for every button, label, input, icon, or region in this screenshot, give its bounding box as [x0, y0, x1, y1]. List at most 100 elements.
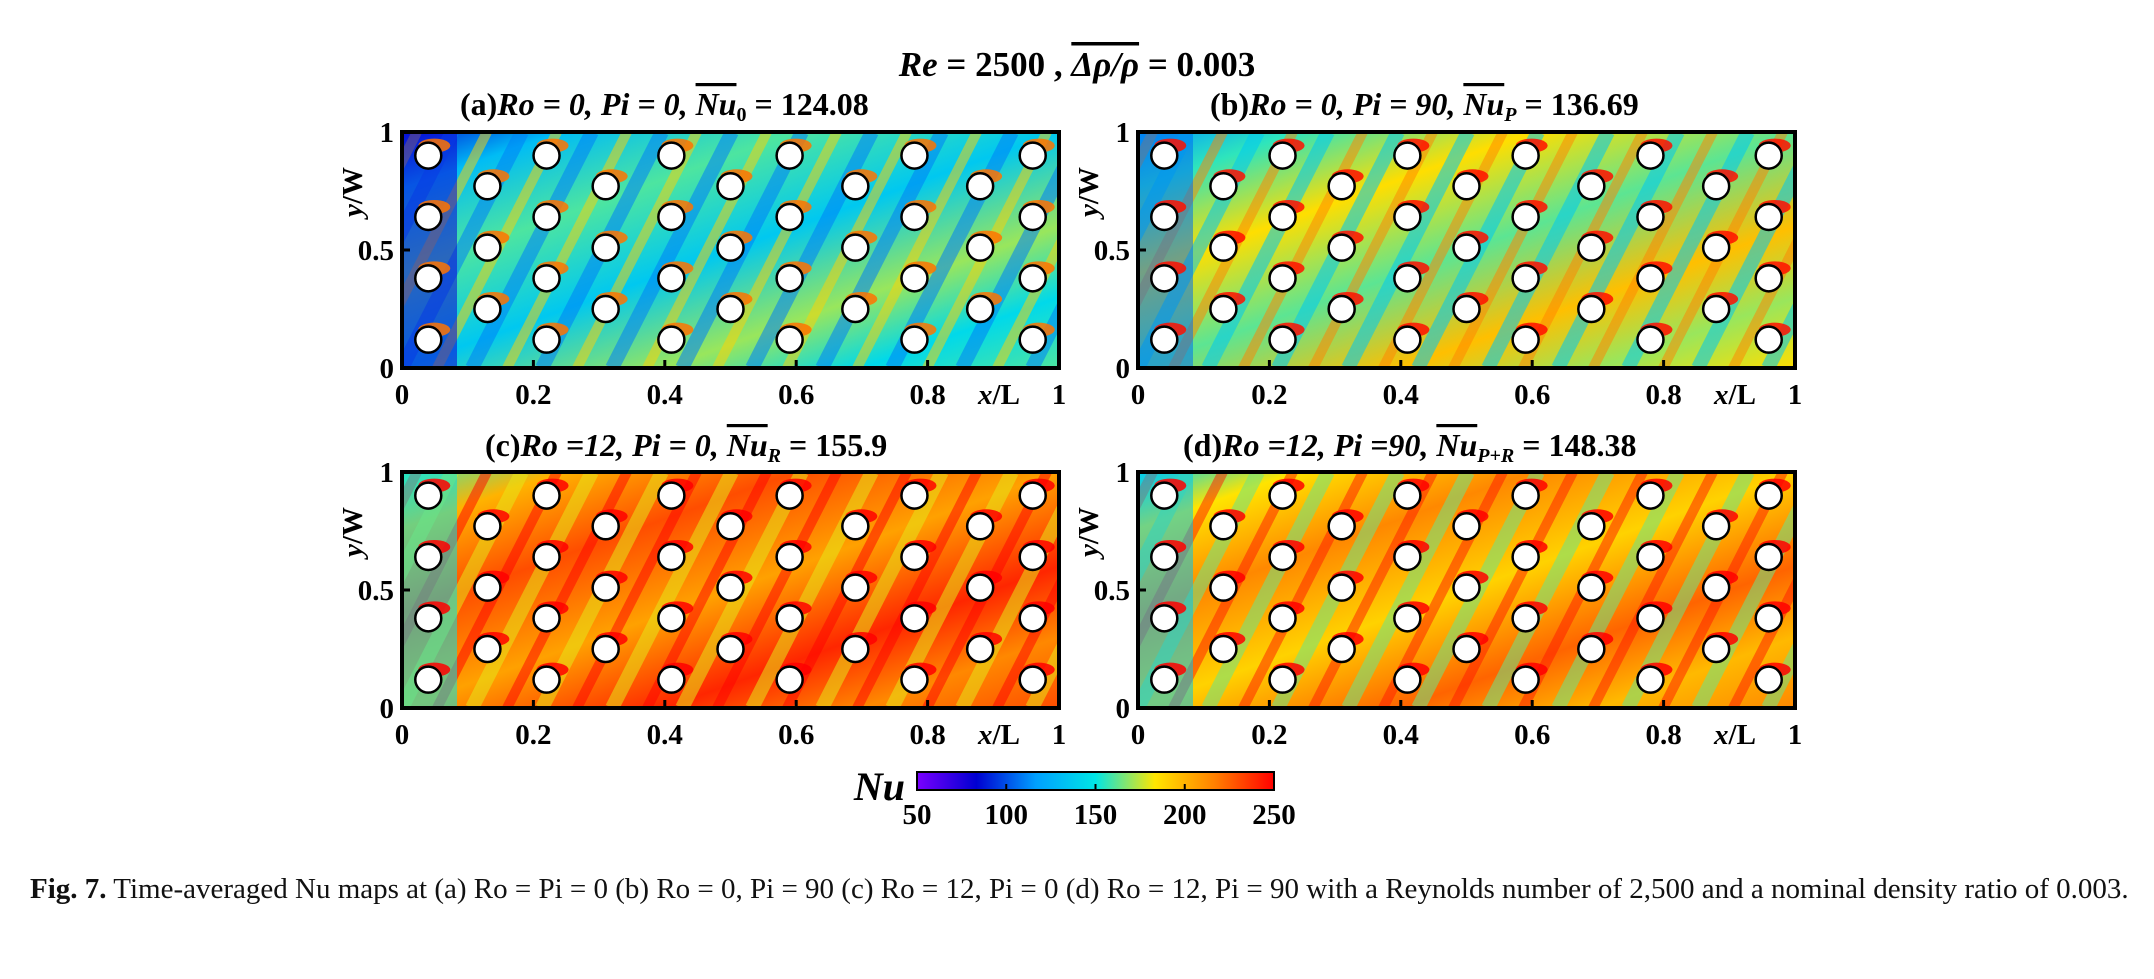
pin-fin — [965, 294, 995, 324]
x-tick-label: 1 — [1052, 719, 1067, 751]
panel-title-a: (a)Ro = 0, Pi = 0, Nu0 = 124.08 — [460, 86, 869, 126]
pin-fin — [716, 573, 745, 602]
streak-cool — [1691, 501, 1795, 708]
panel-nu-subscript-c: R — [767, 445, 781, 467]
pin-fin — [1150, 202, 1179, 232]
pin-fin — [716, 172, 745, 201]
x-tick-label: 0.8 — [909, 379, 945, 411]
pin-fin — [900, 325, 929, 354]
pin-fin — [532, 481, 561, 510]
pin-fin — [1636, 665, 1665, 694]
streak-cool — [605, 132, 739, 368]
pin-fin — [1754, 665, 1783, 694]
pin-fin — [841, 294, 870, 324]
panel-c: (c)Ro =12, Pi = 0, NuR = 155.9 0 0.2 0.4 0.6… — [122, 427, 1067, 751]
streak-cool — [1551, 132, 1685, 368]
pin-fin — [1636, 604, 1665, 633]
y-axis-label: y/W — [337, 507, 369, 560]
y-tick-label: 0.5 — [1094, 235, 1130, 267]
pin-fin — [1268, 604, 1297, 633]
pin-fin — [1268, 481, 1297, 510]
pin-fin — [1209, 294, 1238, 324]
panel-d: (d)Ro =12, Pi =90, NuP+R = 148.38 0 0.2 0.4… — [1073, 427, 1802, 751]
pin-fin — [1754, 264, 1783, 293]
pin-fin — [716, 634, 745, 664]
x-axis-label-rest: /L — [992, 719, 1020, 751]
streak-cool — [1838, 132, 1958, 368]
pin-fin — [1393, 542, 1422, 572]
panel-tag-a: (a) — [460, 86, 497, 122]
pin-fin — [414, 481, 443, 510]
streak-cool — [1341, 132, 1475, 368]
pin-fin — [775, 665, 804, 694]
streak-cool — [122, 472, 242, 708]
panel-a: (a)Ro = 0, Pi = 0, Nu0 = 124.080 0.2 0.4 0.… — [337, 86, 1066, 411]
panel-nu-value-d: = 148.38 — [1514, 427, 1636, 463]
pin-fin — [1636, 481, 1665, 510]
pin-fin — [1393, 264, 1422, 293]
pin-fin — [1636, 141, 1665, 170]
pin-fin — [1018, 481, 1047, 510]
y-tick-label: 1 — [1116, 117, 1131, 149]
pin-fin — [1452, 172, 1481, 201]
pin-fin — [1018, 665, 1047, 694]
x-tick-label: 0.8 — [1645, 719, 1681, 751]
pin-fin — [657, 604, 686, 633]
pins-c — [414, 478, 1055, 694]
pin-fin — [657, 202, 686, 232]
pin-fin — [1150, 141, 1179, 170]
streak-warm — [712, 472, 842, 708]
streak-cool — [1908, 132, 2028, 368]
pin-fin — [900, 604, 929, 633]
pin-fin — [841, 172, 870, 201]
y-tick-label: 1 — [380, 117, 395, 149]
pin-fin — [657, 665, 686, 694]
panel-nu-subscript-b: P — [1503, 104, 1517, 126]
y-tick-label: 0.5 — [358, 235, 394, 267]
pin-fin — [1150, 325, 1179, 354]
pin-fin — [657, 141, 686, 170]
pin-fin — [1150, 604, 1179, 633]
pin-fin — [1209, 634, 1238, 664]
pin-fin — [716, 233, 745, 262]
pin-fin — [841, 573, 870, 602]
pins-b — [1150, 138, 1791, 354]
pin-fin — [1268, 264, 1297, 293]
pin-fin — [473, 573, 502, 602]
streak-warm — [157, 472, 277, 708]
x-axis-label-rest: /L — [1728, 379, 1756, 411]
x-tick-label: 0 — [1131, 719, 1146, 751]
pin-fin — [657, 542, 686, 572]
caption-text: Time-averaged Nu maps at (a) Ro = Pi = 0… — [113, 873, 2129, 905]
pin-fin — [1268, 542, 1297, 572]
y-axis-label-var: y — [337, 204, 369, 220]
pin-fin — [1577, 172, 1606, 201]
panel-nu-symbol-c: Nu — [726, 427, 768, 463]
pin-fin — [1701, 172, 1731, 201]
pin-fin — [900, 542, 929, 572]
pin-fin — [1393, 604, 1422, 633]
streak-cool — [1691, 161, 1795, 368]
x-axis-label-var: x — [1713, 379, 1729, 411]
pin-fin — [532, 264, 561, 293]
pin-fin — [1327, 634, 1356, 664]
pin-fin — [965, 573, 995, 602]
streak-warm — [1873, 132, 1993, 368]
pin-fin — [775, 604, 804, 633]
pin-fin — [1452, 294, 1481, 324]
panel-title-b: (b)Ro = 0, Pi = 90, NuP = 136.69 — [1210, 86, 1639, 126]
y-tick-label: 0 — [1116, 353, 1131, 385]
streak-cool — [1341, 472, 1475, 708]
y-tick-label: 1 — [1116, 457, 1131, 489]
x-axis-label: x/L — [977, 379, 1020, 411]
pin-fin — [473, 172, 502, 201]
x-tick-label: 0.4 — [647, 719, 683, 751]
x-axis-label: x/L — [977, 719, 1020, 751]
pin-fin — [965, 172, 995, 201]
streak-warm — [1448, 472, 1578, 708]
colorbar-tick-label: 250 — [1252, 799, 1296, 831]
streak-warm — [1943, 132, 2063, 368]
y-tick-label: 1 — [380, 457, 395, 489]
pin-fin — [1018, 202, 1047, 232]
